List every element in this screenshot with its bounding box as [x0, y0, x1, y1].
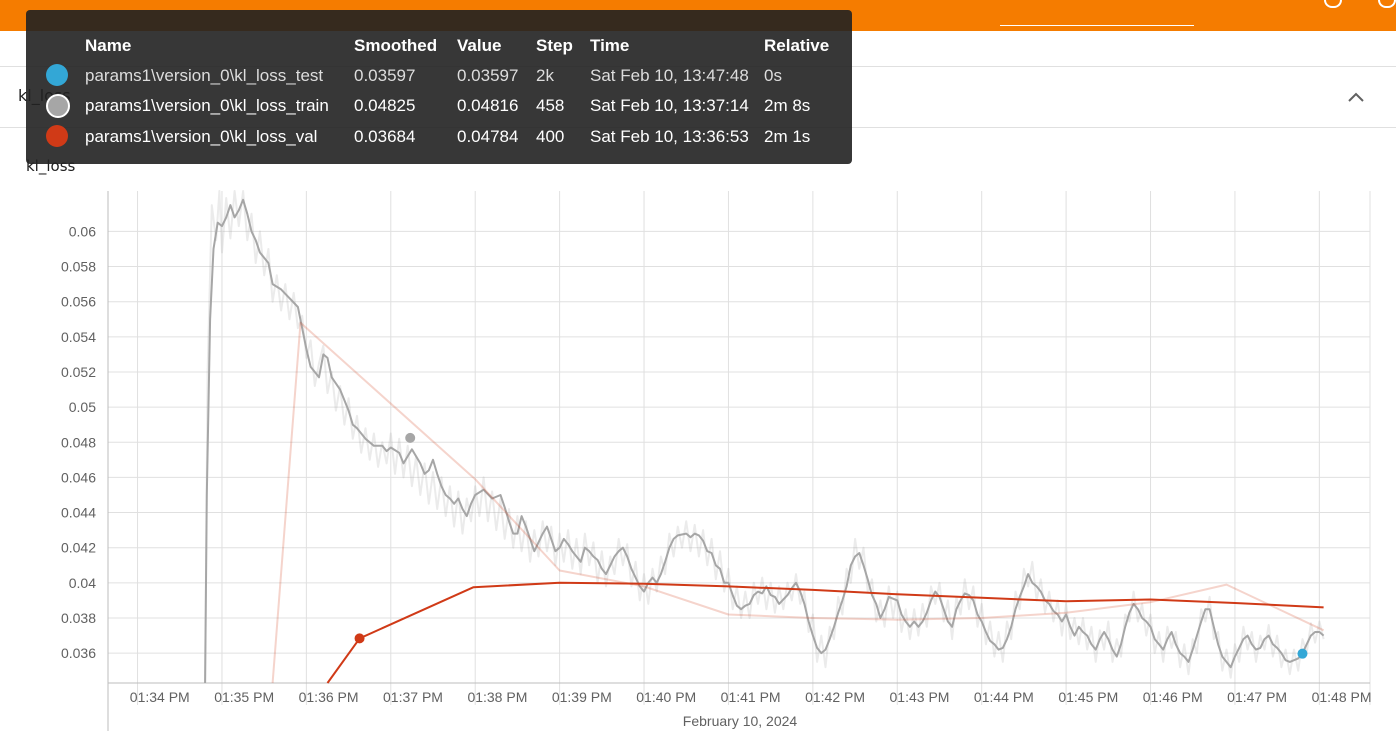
- row-relative: 0s: [764, 66, 782, 85]
- row-name: params1\version_0\kl_loss_val: [85, 127, 318, 146]
- header-step: Step: [536, 36, 573, 55]
- y-tick-label: 0.042: [61, 540, 96, 556]
- row-smoothed: 0.04825: [354, 96, 416, 115]
- chart-grid: [108, 191, 1371, 705]
- row-time: Sat Feb 10, 13:36:53: [590, 127, 749, 146]
- row-value: 0.03597: [457, 66, 519, 85]
- x-tick-label: 01:37 PM: [383, 689, 443, 705]
- hover-tooltip: Name Smoothed Value Step Time Relative p…: [26, 10, 852, 164]
- search-underline[interactable]: [1000, 25, 1194, 26]
- row-step: 458: [536, 96, 565, 115]
- row-step: 2k: [536, 66, 554, 85]
- x-tick-label: 01:34 PM: [130, 689, 190, 705]
- x-tick-label: 01:39 PM: [552, 689, 612, 705]
- row-relative: 2m 1s: [764, 127, 811, 146]
- header-time: Time: [590, 36, 630, 55]
- x-tick-label: 01:36 PM: [299, 689, 359, 705]
- row-step: 400: [536, 127, 565, 146]
- y-tick-label: 0.052: [61, 364, 96, 380]
- y-tick-label: 0.044: [61, 505, 96, 521]
- y-tick-label: 0.058: [61, 259, 96, 275]
- highlight-point-test: [1297, 648, 1308, 659]
- x-tick-label: 01:44 PM: [974, 689, 1034, 705]
- header-relative: Relative: [764, 36, 830, 55]
- header-value: Value: [457, 36, 502, 55]
- x-tick-label: 01:35 PM: [214, 689, 274, 705]
- series-dot-test: [46, 64, 68, 86]
- x-tick-label: 01:48 PM: [1312, 689, 1372, 705]
- x-axis-label: February 10, 2024: [683, 713, 798, 729]
- row-time: Sat Feb 10, 13:37:14: [590, 96, 749, 115]
- header-smoothed: Smoothed: [354, 36, 438, 55]
- row-time: Sat Feb 10, 13:47:48: [590, 66, 749, 85]
- row-value: 0.04816: [457, 96, 519, 115]
- chart-series: [204, 190, 1325, 684]
- header-name: Name: [85, 36, 132, 55]
- y-tick-label: 0.054: [61, 329, 96, 345]
- highlight-point-val: [354, 633, 365, 644]
- x-tick-label: 01:46 PM: [1143, 689, 1203, 705]
- y-tick-label: 0.04: [69, 575, 96, 591]
- row-name: params1\version_0\kl_loss_train: [85, 96, 329, 115]
- series-dot-train: [46, 94, 70, 118]
- highlight-point-train: [405, 432, 416, 443]
- series-line-train: [204, 198, 1325, 684]
- series-dot-val: [46, 125, 68, 147]
- chevron-up-icon[interactable]: [1340, 84, 1372, 112]
- row-name: params1\version_0\kl_loss_test: [85, 66, 324, 85]
- series-raw-val: [271, 321, 1325, 684]
- y-tick-label: 0.038: [61, 610, 96, 626]
- x-tick-label: 01:43 PM: [890, 689, 950, 705]
- row-smoothed: 0.03684: [354, 127, 416, 146]
- x-tick-label: 01:41 PM: [721, 689, 781, 705]
- y-tick-label: 0.036: [61, 645, 96, 661]
- y-tick-label: 0.056: [61, 294, 96, 310]
- y-tick-label: 0.06: [69, 223, 96, 239]
- row-relative: 2m 8s: [764, 96, 811, 115]
- x-tick-label: 01:40 PM: [636, 689, 696, 705]
- y-tick-label: 0.046: [61, 469, 96, 485]
- row-value: 0.04784: [457, 127, 519, 146]
- chart-highlight-points: [354, 432, 1308, 659]
- x-tick-label: 01:42 PM: [805, 689, 865, 705]
- x-tick-label: 01:45 PM: [1058, 689, 1118, 705]
- x-tick-label: 01:38 PM: [467, 689, 527, 705]
- y-tick-label: 0.048: [61, 434, 96, 450]
- y-tick-label: 0.05: [69, 399, 96, 415]
- row-smoothed: 0.03597: [354, 66, 416, 85]
- series-raw-train: [204, 190, 1325, 684]
- series-line-val: [326, 581, 1324, 684]
- x-tick-label: 01:47 PM: [1227, 689, 1287, 705]
- chart-axes: 0.036 0.038 0.04 0.042 0.044 0.046 0.048 0.05 0.…: [61, 191, 1372, 731]
